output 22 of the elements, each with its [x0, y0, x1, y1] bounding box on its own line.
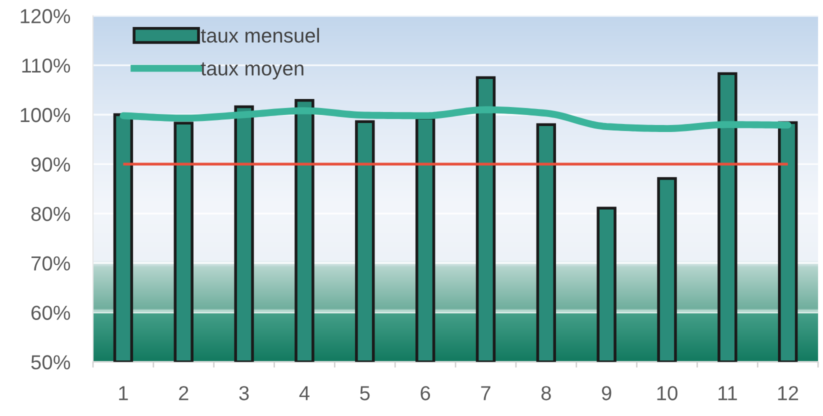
y-tick-label: 70%: [32, 256, 70, 271]
x-tick-label: 8: [541, 386, 551, 400]
y-tick-label: 60%: [31, 306, 70, 320]
x-tick-label: 2: [179, 386, 188, 400]
y-tick-label: 80%: [31, 206, 70, 222]
legend-label: taux mensuel: [200, 28, 319, 43]
y-tick-label: 120%: [20, 9, 70, 24]
x-tick-label: 7: [481, 386, 490, 400]
x-tick-label: 5: [360, 386, 370, 400]
x-tick-label: 10: [657, 386, 678, 400]
x-tick-label: 6: [420, 386, 430, 400]
y-tick-label: 110%: [22, 58, 70, 73]
legend-label: taux moyen: [200, 62, 304, 80]
x-tick-label: 11: [718, 386, 737, 400]
x-tick-label: 1: [119, 386, 128, 400]
y-tick-label: 50%: [31, 355, 70, 370]
x-tick-label: 12: [778, 386, 798, 400]
y-tick-label: 100%: [20, 108, 70, 122]
x-tick-label: 4: [299, 386, 310, 400]
x-tick-label: 9: [602, 386, 612, 400]
x-tick-label: 3: [239, 386, 249, 400]
y-tick-label: 90%: [31, 157, 70, 172]
